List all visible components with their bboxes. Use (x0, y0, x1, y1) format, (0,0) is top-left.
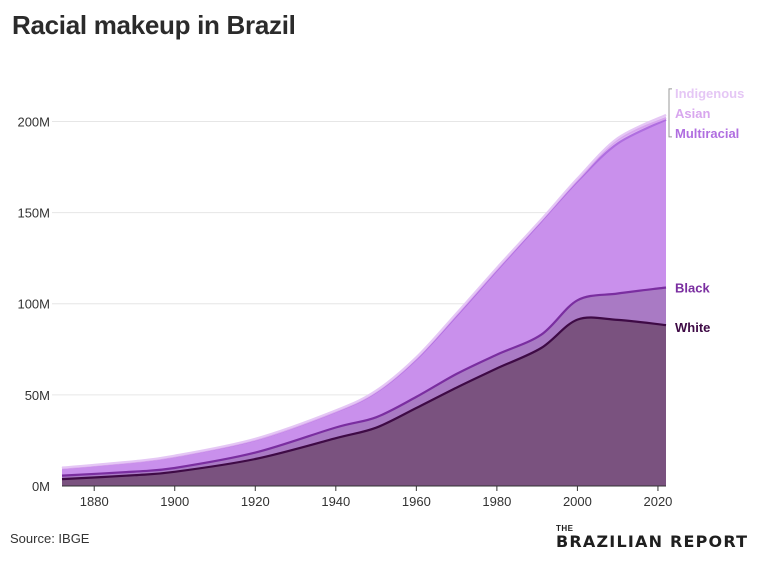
y-tick-label: 50M (25, 388, 50, 403)
x-tick-label: 2000 (563, 494, 592, 509)
area-multiracial (62, 119, 666, 476)
series-label-white: White (675, 320, 710, 335)
line-indigenous (61, 113, 667, 469)
brand-logo-main: BRAZILIAN REPORT (556, 532, 749, 551)
y-tick-label: 200M (17, 114, 50, 129)
x-tick-label: 1920 (241, 494, 270, 509)
series-labels: White Black Multiracial Asian Indigenous (668, 86, 744, 335)
series-label-multiracial: Multiracial (675, 126, 739, 141)
x-tick-label: 1980 (482, 494, 511, 509)
series-lines (61, 113, 667, 481)
x-tick-label: 1900 (160, 494, 189, 509)
area-white (62, 317, 666, 486)
chart-title: Racial makeup in Brazil (12, 10, 296, 40)
brand-logo-small: THE (556, 524, 574, 533)
y-axis: 0M 50M 100M 150M 200M (17, 114, 50, 494)
line-white (61, 316, 667, 481)
series-label-indigenous: Indigenous (675, 86, 744, 101)
x-tick-label: 2020 (643, 494, 672, 509)
x-tick-label: 1880 (80, 494, 109, 509)
series-label-asian: Asian (675, 106, 710, 121)
y-tick-label: 0M (32, 479, 50, 494)
y-tick-label: 100M (17, 297, 50, 312)
x-axis: 1880 1900 1920 1940 1960 1980 2000 2020 (62, 485, 672, 509)
source-note: Source: IBGE (10, 531, 90, 546)
x-tick-label: 1960 (402, 494, 431, 509)
label-bracket (668, 88, 672, 138)
brand-logo: THE BRAZILIAN REPORT (556, 524, 748, 550)
line-black (61, 286, 667, 477)
area-black (62, 287, 666, 480)
y-tick-label: 150M (17, 206, 50, 221)
x-tick-label: 1940 (321, 494, 350, 509)
series-label-black: Black (675, 281, 710, 296)
